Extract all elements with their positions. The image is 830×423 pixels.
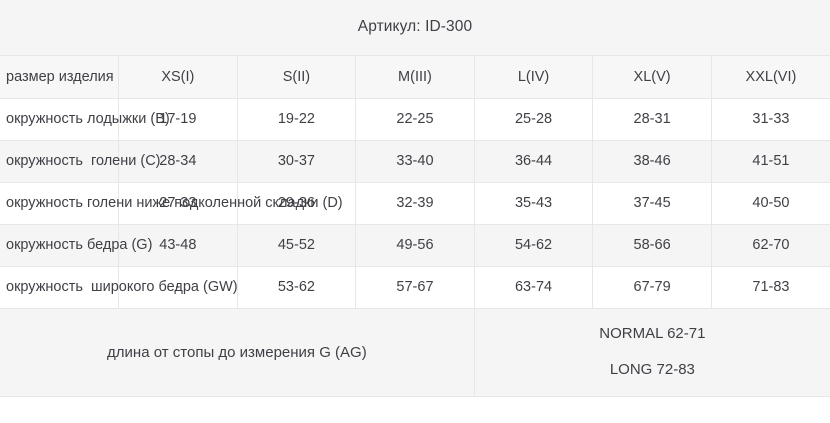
column-header-xs: XS(I) [118,54,238,99]
cell-value: 62-70 [710,223,830,267]
table-row: окружность лодыжки (B) 17-19 19-22 22-25… [0,97,830,141]
cell-value: 71-83 [710,265,830,309]
row-label-wide-thigh: окружность широкого бедра (GW) [0,265,238,309]
cell-value: 58-66 [592,223,712,267]
cell-value: 30-37 [236,139,357,183]
footer-length-long: LONG 72-83 [609,361,695,378]
cell-value: - [118,265,238,309]
cell-value: 32-39 [355,181,475,225]
row-label-ankle: окружность лодыжки (B) [0,97,170,141]
cell-value: 54-62 [473,223,594,267]
table-footer-row: длина от стопы до измерения G (AG) NORMA… [0,307,830,397]
cell-value: 53-62 [236,265,357,309]
row-label-calf: окружность голени (C) [0,139,161,183]
row-label-below-knee: окружность голени ниже подколенной склад… [0,181,343,225]
column-header-label: размер изделия [0,54,120,99]
cell-value: 45-52 [236,223,357,267]
cell-value: 29-36 [236,181,357,225]
cell-value: 19-22 [236,97,357,141]
cell-value: 25-28 [473,97,594,141]
column-header-m: M(III) [355,54,475,99]
cell-value: 41-51 [710,139,830,183]
column-header-l: L(IV) [473,54,594,99]
cell-value: 36-44 [473,139,594,183]
row-label-thigh: окружность бедра (G) [0,223,152,267]
footer-length-normal: NORMAL 62-71 [599,324,706,342]
article-title: Артикул: ID-300 [0,0,830,56]
cell-value: 31-33 [710,97,830,141]
table-row: окружность широкого бедра (GW) - 53-62 5… [0,265,830,309]
table-row: окружность бедра (G) 43-48 45-52 49-56 5… [0,223,830,267]
size-chart-table: Артикул: ID-300 размер изделия XS(I) S(I… [0,0,830,397]
cell-value: 33-40 [355,139,475,183]
cell-value: 28-31 [592,97,712,141]
column-header-xxl: XXL(VI) [710,54,830,99]
cell-value: 38-46 [592,139,712,183]
cell-value: 49-56 [355,223,475,267]
cell-value: 17-19 [118,97,238,141]
cell-value: 67-79 [592,265,712,309]
cell-value: 35-43 [473,181,594,225]
table-header-row: размер изделия XS(I) S(II) M(III) L(IV) … [0,54,830,99]
table-title-row: Артикул: ID-300 [0,0,830,56]
cell-value: 63-74 [473,265,594,309]
cell-value: 37-45 [592,181,712,225]
table-row: окружность голени (C) 28-34 30-37 33-40 … [0,139,830,183]
cell-value: 57-67 [355,265,475,309]
cell-value: 40-50 [710,181,830,225]
column-header-xl: XL(V) [592,54,712,99]
footer-length-values: NORMAL 62-71 LONG 72-83 [473,307,830,397]
cell-value: 22-25 [355,97,475,141]
footer-label-length: длина от стопы до измерения G (AG) [0,307,475,397]
table-row: окружность голени ниже подколенной склад… [0,181,830,225]
column-header-s: S(II) [236,54,357,99]
cell-value: 43-48 [118,223,238,267]
